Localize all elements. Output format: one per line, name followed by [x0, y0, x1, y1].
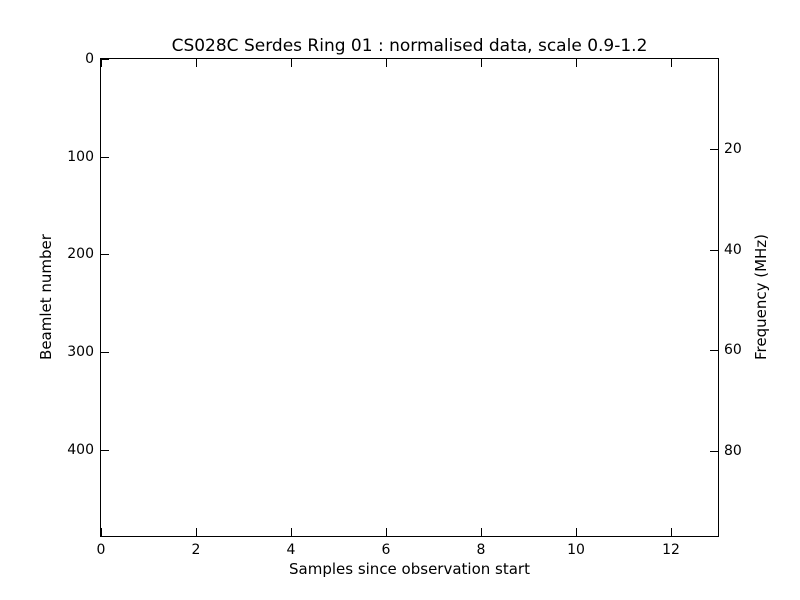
y-tick-mark-left — [101, 254, 109, 255]
y-tick-label-left: 400 — [67, 442, 94, 458]
y-tick-label-left: 300 — [67, 344, 94, 360]
y-tick-mark-left — [101, 352, 109, 353]
x-tick-mark-bottom — [101, 528, 102, 536]
x-tick-label: 12 — [662, 542, 680, 558]
x-tick-mark-top — [196, 59, 197, 67]
x-tick-label: 6 — [381, 542, 391, 558]
x-tick-label: 10 — [567, 542, 585, 558]
y-tick-mark-right — [710, 451, 718, 452]
y-tick-label-left: 200 — [67, 246, 94, 262]
x-tick-mark-bottom — [196, 528, 197, 536]
y-tick-label-right: 20 — [724, 141, 742, 157]
y-tick-label-right: 60 — [724, 342, 742, 358]
y-tick-mark-left — [101, 450, 109, 451]
x-tick-label: 8 — [476, 542, 486, 558]
plot-title: CS028C Serdes Ring 01 : normalised data,… — [171, 36, 648, 56]
x-axis-label: Samples since observation start — [289, 560, 530, 578]
y-tick-label-left: 100 — [67, 149, 94, 165]
y-tick-mark-right — [710, 250, 718, 251]
x-tick-mark-top — [291, 59, 292, 67]
x-tick-mark-bottom — [576, 528, 577, 536]
y-tick-label-right: 80 — [724, 443, 742, 459]
y-tick-label-left: 0 — [85, 51, 94, 67]
x-tick-label: 4 — [286, 542, 296, 558]
x-tick-mark-bottom — [481, 528, 482, 536]
y-axis-label-left: Beamlet number — [37, 234, 55, 360]
y-tick-label-right: 40 — [724, 242, 742, 258]
y-tick-mark-right — [710, 350, 718, 351]
y-tick-mark-left — [101, 59, 109, 60]
x-tick-label: 0 — [96, 542, 106, 558]
x-tick-mark-top — [101, 59, 102, 67]
plot-area — [100, 58, 719, 537]
x-tick-mark-bottom — [671, 528, 672, 536]
x-tick-mark-top — [481, 59, 482, 67]
x-tick-mark-top — [671, 59, 672, 67]
x-tick-mark-top — [386, 59, 387, 67]
x-tick-label: 2 — [191, 542, 201, 558]
x-tick-mark-bottom — [386, 528, 387, 536]
y-tick-mark-left — [101, 157, 109, 158]
y-axis-label-right: Frequency (MHz) — [752, 233, 770, 361]
x-tick-mark-bottom — [291, 528, 292, 536]
y-tick-mark-right — [710, 149, 718, 150]
x-tick-mark-top — [576, 59, 577, 67]
